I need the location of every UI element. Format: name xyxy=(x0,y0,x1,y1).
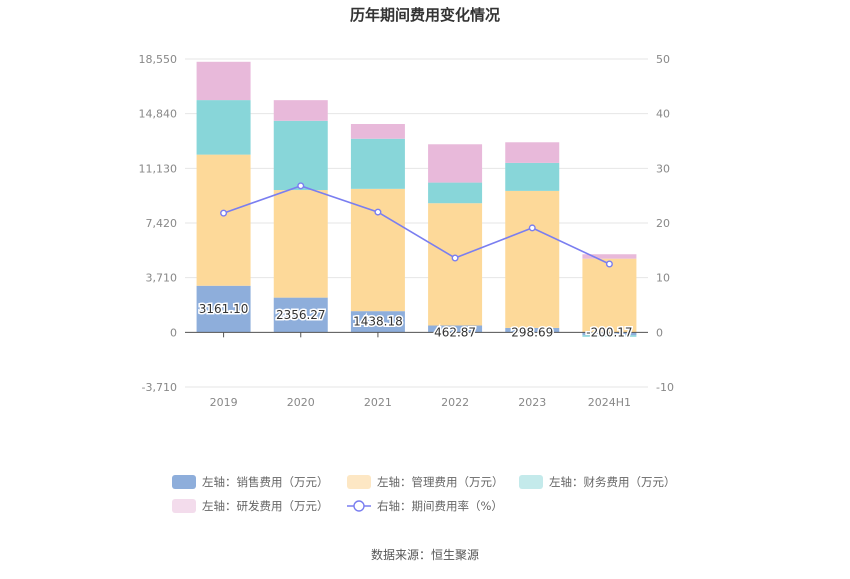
legend-swatch xyxy=(347,475,371,489)
rate-point xyxy=(451,254,459,262)
bar-segment xyxy=(196,61,251,101)
bar-segment xyxy=(505,327,560,333)
bar-segment xyxy=(428,203,483,326)
bar-segment xyxy=(273,190,328,298)
data-label: 3161.10 xyxy=(199,302,249,316)
rate-line-path xyxy=(223,184,610,265)
right-tick-label: 10 xyxy=(656,272,670,285)
x-tick-label: 2020 xyxy=(287,396,315,409)
bar-segment xyxy=(582,258,637,333)
right-tick-label: 40 xyxy=(656,108,670,121)
left-tick-label: 18,550 xyxy=(139,53,178,66)
left-tick-label: 11,130 xyxy=(139,162,178,175)
legend-label: 右轴：期间费用率（%） xyxy=(377,499,503,513)
legend: 左轴：销售费用（万元） 左轴：管理费用（万元） 左轴：财务费用（万元） 左轴：研发费用… xyxy=(172,475,676,513)
left-tick-label: 14,840 xyxy=(139,108,178,121)
bar-segment xyxy=(505,142,560,163)
legend-label: 左轴：销售费用（万元） xyxy=(202,475,329,489)
data-label: 1438.18 xyxy=(353,315,403,329)
rate-point xyxy=(605,260,613,268)
data-label: 462.87 xyxy=(434,325,476,339)
right-tick-label: -10 xyxy=(656,381,674,394)
source-note: 数据来源：恒生聚源 xyxy=(371,547,479,562)
rate-point xyxy=(297,182,305,190)
bar-segment xyxy=(273,297,328,333)
left-tick-label: 3,710 xyxy=(146,272,178,285)
bar-segment xyxy=(505,162,560,191)
x-tick-label: 2024H1 xyxy=(588,396,631,409)
data-label: 2356.27 xyxy=(276,308,326,322)
bar-segment xyxy=(273,100,328,121)
legend-swatch xyxy=(519,475,543,489)
grid-lines xyxy=(185,58,648,388)
legend-label: 左轴：研发费用（万元） xyxy=(202,499,329,513)
x-tick-label: 2022 xyxy=(441,396,469,409)
rate-point xyxy=(374,208,382,216)
chart-title: 历年期间费用变化情况 xyxy=(350,6,500,24)
x-tick-label: 2019 xyxy=(210,396,238,409)
left-tick-label: 0 xyxy=(170,326,177,339)
data-labels: 3161.10 2356.27 1438.18 462.87 298.69 -200.17 xyxy=(197,301,634,341)
bar-segment xyxy=(196,154,251,286)
axes: -3,710 0 3,710 7,420 11,130 14,840 18,550 -10 0 1… xyxy=(139,53,674,409)
rate-point xyxy=(220,209,228,217)
x-tick-label: 2021 xyxy=(364,396,392,409)
left-tick-label: 7,420 xyxy=(146,217,178,230)
right-tick-label: 50 xyxy=(656,53,670,66)
bar-segment xyxy=(196,100,251,155)
data-label: 298.69 xyxy=(511,325,553,339)
right-tick-label: 20 xyxy=(656,217,670,230)
bar-segment xyxy=(350,124,405,139)
x-tick-label: 2023 xyxy=(518,396,546,409)
legend-swatch xyxy=(353,500,365,512)
legend-swatch xyxy=(172,499,196,513)
bar-segment xyxy=(350,311,405,333)
bar-segment xyxy=(350,138,405,189)
bar-segment xyxy=(196,285,251,333)
stacked-bars xyxy=(196,61,637,337)
legend-label: 左轴：财务费用（万元） xyxy=(549,475,676,489)
bar-segment xyxy=(582,254,637,259)
bar-segment xyxy=(505,190,560,328)
bar-segment xyxy=(428,325,483,333)
left-tick-label: -3,710 xyxy=(142,381,177,394)
right-tick-label: 0 xyxy=(656,326,663,339)
bar-segment xyxy=(428,182,483,204)
right-tick-label: 30 xyxy=(656,162,670,175)
bar-segment xyxy=(350,188,405,312)
bar-segment xyxy=(273,120,328,191)
rate-line xyxy=(220,182,613,268)
data-label: -200.17 xyxy=(586,325,632,339)
legend-swatch xyxy=(172,475,196,489)
rate-point xyxy=(528,224,536,232)
bar-segment xyxy=(428,144,483,183)
legend-label: 左轴：管理费用（万元） xyxy=(377,475,504,489)
